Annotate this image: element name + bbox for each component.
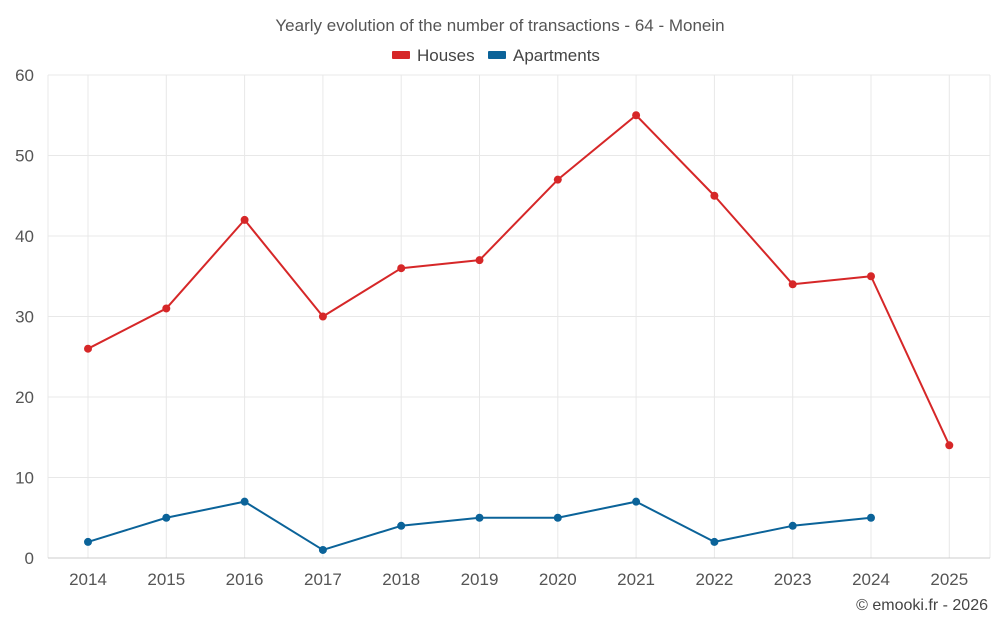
data-point-houses[interactable] [710,191,719,200]
series-apartments [84,497,875,554]
data-point-houses[interactable] [318,312,327,321]
y-tick-label: 50 [15,147,34,166]
x-tick-label: 2023 [774,570,812,589]
data-point-apartments[interactable] [553,513,562,522]
x-tick-label: 2014 [69,570,107,589]
legend: Houses Apartments [392,46,600,65]
data-point-apartments[interactable] [632,497,641,506]
data-point-houses[interactable] [162,304,171,313]
x-tick-label: 2016 [226,570,264,589]
legend-item-apartments[interactable]: Apartments [488,46,600,65]
data-point-houses[interactable] [240,215,249,224]
y-axis: 0 10 20 30 40 50 60 [15,66,34,568]
data-point-houses[interactable] [945,441,954,450]
data-point-apartments[interactable] [788,521,797,530]
data-point-apartments[interactable] [867,513,875,522]
y-tick-label: 0 [25,549,34,568]
legend-swatch [488,51,506,59]
x-tick-label: 2019 [461,570,499,589]
data-point-apartments[interactable] [84,537,92,546]
data-point-houses[interactable] [397,264,406,273]
legend-item-houses[interactable]: Houses [392,46,475,65]
y-tick-label: 30 [15,308,34,327]
x-tick-label: 2015 [147,570,185,589]
data-point-apartments[interactable] [318,545,327,554]
data-point-houses[interactable] [788,280,797,289]
series-line-houses [87,114,951,446]
data-point-houses[interactable] [867,272,875,281]
data-point-houses[interactable] [553,175,562,184]
series-group [84,111,954,554]
x-tick-label: 2022 [695,570,733,589]
credit-text: © emooki.fr - 2026 [856,597,988,614]
data-point-houses[interactable] [475,256,484,265]
data-point-apartments[interactable] [475,513,484,522]
chart-title: Yearly evolution of the number of transa… [275,16,724,35]
data-point-houses[interactable] [84,344,92,353]
y-tick-label: 20 [15,388,34,407]
x-tick-label: 2021 [617,570,655,589]
x-tick-label: 2020 [539,570,577,589]
grid [47,74,991,559]
legend-label: Houses [417,46,475,65]
legend-swatch [392,51,410,59]
data-point-apartments[interactable] [162,513,171,522]
x-tick-label: 2025 [930,570,968,589]
data-point-houses[interactable] [632,111,641,120]
data-point-apartments[interactable] [710,537,719,546]
data-point-apartments[interactable] [240,497,249,506]
x-tick-label: 2018 [382,570,420,589]
y-tick-label: 10 [15,469,34,488]
x-tick-label: 2017 [304,570,342,589]
y-tick-label: 40 [15,227,34,246]
data-point-apartments[interactable] [397,521,406,530]
x-axis: 2014 2015 2016 2017 2018 2019 2020 2021 2022 2023… [69,570,968,589]
x-tick-label: 2024 [852,570,890,589]
y-tick-label: 60 [15,66,34,85]
series-houses [84,111,954,450]
legend-label: Apartments [513,46,600,65]
